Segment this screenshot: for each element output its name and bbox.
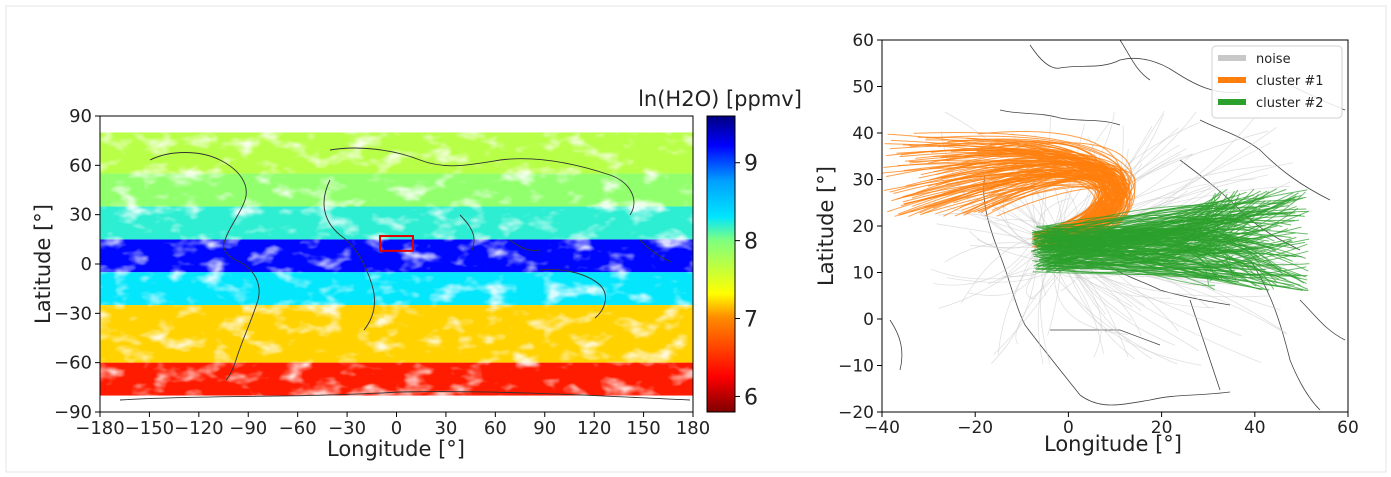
cluster-2-trajectory [1040,237,1257,287]
cluster-2-trajectory [1050,199,1296,263]
map-x-tick-label: −60 [279,418,317,439]
cluster-2-trajectory [1041,230,1241,277]
cluster-2-trajectory [1039,214,1264,232]
map-x-tick-label: −120 [174,418,223,439]
trajectory-x-tick-label: 60 [1337,418,1359,438]
map-x-tick-label: 180 [676,418,710,439]
map-x-tick-label: 120 [577,418,611,439]
map-x-ticks: −180 −150 −120 −90 −60 −30 0 30 60 90 120 150 180 [75,412,710,439]
trajectory-y-ticks: 60 50 40 30 20 10 0 −10 −20 [838,31,882,423]
noise-trajectory [967,258,1036,296]
trajectory-y-tick-label: 0 [863,310,874,330]
map-x-tick-label: −180 [75,418,124,439]
colorbar-ticks: 6 7 8 9 [735,152,758,410]
highlight-region-box [379,235,414,252]
cluster-2-trajectory [1055,225,1229,268]
noise-trajectory [933,238,1035,286]
map-y-tick-label: 60 [69,155,92,176]
map-y-axis-label: Latitude [°] [31,204,55,324]
colorbar-tick-label: 8 [744,230,758,255]
map-x-axis-label: Longitude [°] [327,437,465,461]
map-y-tick-label: 30 [69,205,92,226]
map-y-tick-label: −30 [54,303,92,324]
trajectory-x-axis-label: Longitude [°] [1044,432,1182,456]
trajectory-y-tick-label: −20 [838,403,874,423]
map-x-tick-label: 90 [533,418,556,439]
trajectory-x-tick-label: −20 [957,418,993,438]
trajectory-x-tick-label: 20 [1151,418,1173,438]
cluster-2-trajectory [1032,260,1264,279]
map-y-tick-label: 90 [69,106,92,127]
trajectory-y-tick-label: 60 [852,31,874,51]
colorbar [706,115,736,413]
map-x-tick-label: 150 [626,418,660,439]
cluster-2-trajectory [1049,228,1289,263]
trajectory-y-tick-label: 30 [852,171,874,191]
trajectory-y-tick-label: 50 [852,78,874,98]
colorbar-title: ln(H2O) [ppmv] [638,87,802,111]
trajectory-x-tick-label: 0 [1063,418,1074,438]
trajectory-y-tick-label: −10 [838,357,874,377]
colorbar-tick-label: 7 [744,308,758,333]
colorbar-tick-label: 6 [744,385,758,410]
cluster-2-trajectory [1032,194,1255,238]
cluster-2-trajectory [1035,266,1301,286]
legend: noise cluster #1 cluster #2 [1211,45,1343,119]
coastline-outlines [119,147,691,401]
map-x-tick-label: 60 [484,418,507,439]
trajectory-x-tick-label: −40 [864,418,900,438]
map-y-ticks: 90 60 30 0 −30 −60 −90 [54,106,100,423]
cluster-2-trajectory [1032,208,1270,252]
heatmap-field [100,116,693,412]
cluster-2-trajectory [1056,197,1239,254]
map-x-tick-label: −90 [229,418,267,439]
noise-trajectory [960,236,1036,304]
cluster-2-trajectory [1032,271,1288,276]
cluster-2-trajectory [1034,194,1222,248]
noise-trajectory [1069,262,1152,360]
map-x-tick-label: −150 [125,418,174,439]
trajectory-y-tick-label: 10 [852,264,874,284]
map-y-tick-label: −60 [54,353,92,374]
trajectory-y-axis-label: Latitude [°] [814,166,838,286]
cluster-1-trajectory [920,156,1127,236]
colorbar-tick-label: 9 [744,152,758,177]
trajectory-y-tick-label: 40 [852,124,874,144]
trajectory-x-tick-label: 40 [1244,418,1266,438]
map-x-tick-label: −30 [328,418,366,439]
trajectory-x-ticks: −40 −20 0 20 40 60 [864,412,1359,438]
cluster-2-trajectory [1043,210,1289,229]
legend-label-noise: noise [1256,52,1291,67]
cluster-2-trajectory [1038,254,1307,292]
cluster-2-trajectory [1058,200,1222,258]
cluster-2-trajectory [1038,250,1269,292]
trajectory-y-tick-label: 20 [852,217,874,237]
cluster-2-trajectory [1036,229,1241,265]
cluster-2-trajectory [1057,246,1219,263]
cluster-2-trajectory [1035,195,1215,265]
cluster-2-trajectory [1043,243,1216,287]
noise-trajectory [1052,257,1202,366]
noise-trajectory [1044,121,1201,241]
cluster-2-trajectories [1031,188,1310,292]
legend-label-cluster-2: cluster #2 [1256,96,1324,111]
water-vapor-map-panel: −180 −150 −120 −90 −60 −30 0 30 60 90 120 150 180 90… [31,87,802,461]
legend-label-cluster-1: cluster #1 [1256,74,1324,89]
cluster-2-trajectory [1049,231,1309,272]
cluster-2-trajectory [1038,233,1296,258]
cluster-2-trajectory [1058,232,1292,258]
map-x-tick-label: 0 [391,418,402,439]
map-x-tick-label: 30 [434,418,457,439]
cluster-2-trajectory [1039,208,1261,261]
map-y-tick-label: 0 [81,254,92,275]
map-y-tick-label: −90 [54,402,92,423]
cluster-2-trajectory [1037,204,1213,238]
